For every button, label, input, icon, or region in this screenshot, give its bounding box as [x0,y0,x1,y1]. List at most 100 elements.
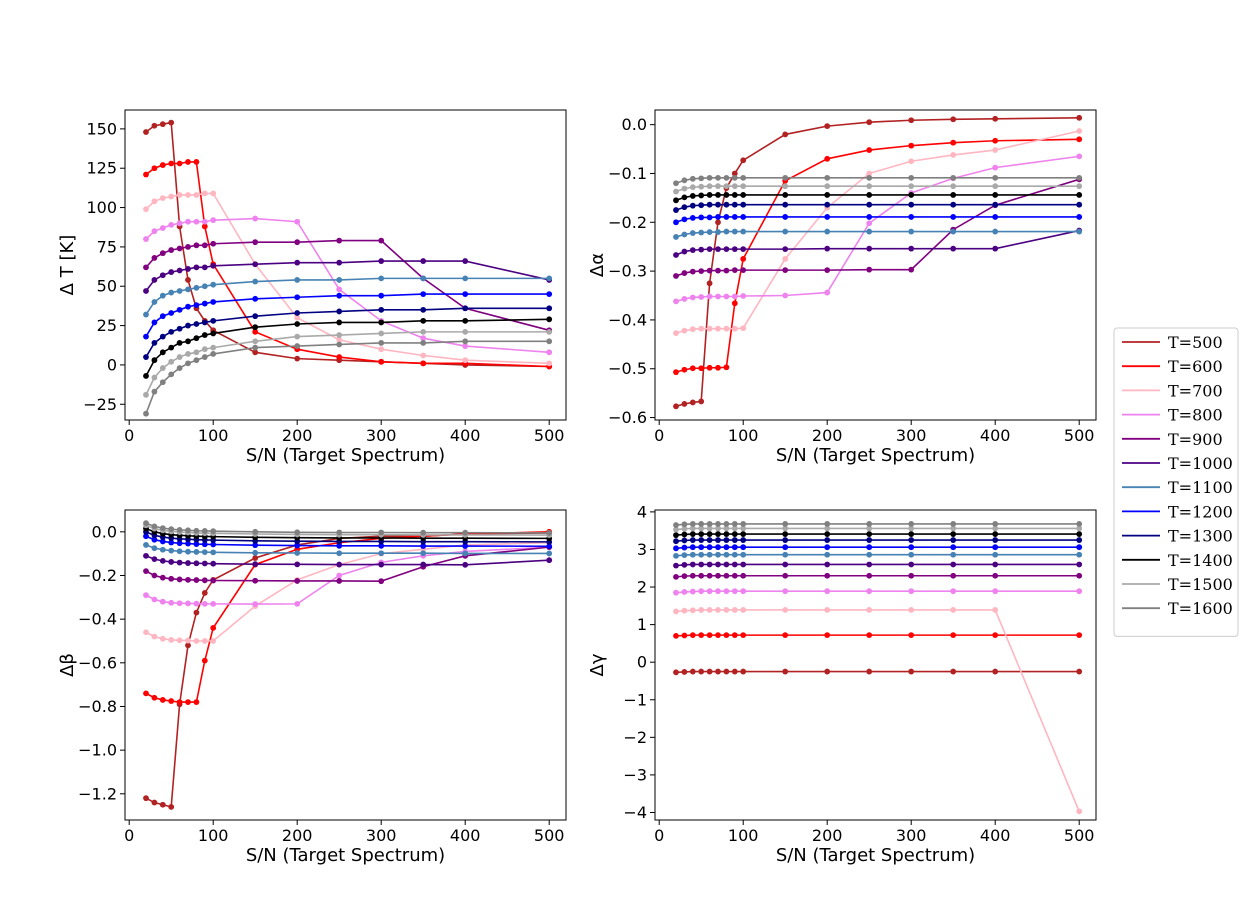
data-point [294,294,301,301]
x-tick-label: 300 [896,426,927,445]
data-point [706,521,713,527]
series-t-600 [673,632,1083,639]
data-point [193,357,200,364]
data-point [866,572,873,579]
series-t-1300 [143,305,553,360]
data-point [378,237,385,244]
data-point [715,521,721,527]
y-tick-label: −3 [623,765,647,784]
data-point [782,292,789,299]
y-tick-label: −0.8 [78,697,117,716]
y-tick-label: −0.6 [78,653,117,672]
data-point [706,214,713,221]
data-point [782,267,789,274]
data-point [673,532,679,539]
x-tick-label: 400 [450,826,481,845]
data-point [824,228,831,235]
data-point [143,236,149,242]
legend-entry: T=600 [1122,357,1223,376]
data-point [294,542,301,549]
data-point [420,550,427,557]
data-point [151,277,158,283]
series-t-800 [143,544,553,607]
data-point [731,607,738,613]
data-point [908,266,915,273]
data-point [176,576,183,583]
data-point [740,561,747,568]
data-point [740,588,747,595]
data-point [168,193,175,200]
data-point [185,548,191,555]
data-point [1076,174,1083,181]
data-point [698,268,705,275]
data-point [689,214,696,221]
data-point [715,537,721,543]
series-line [145,260,550,292]
data-point [252,561,259,568]
data-point [723,201,730,208]
series-line [145,535,550,548]
data-point [715,325,721,332]
data-point [462,328,469,335]
data-point [210,344,217,351]
data-point [866,228,873,235]
data-point [681,537,688,544]
data-point [824,537,831,543]
data-point [193,218,200,225]
delta-t-panel: 0 100 200 300 400 500 −25 0 25 50 75 100 125 150 S/N (… [57,109,567,466]
data-point [866,174,873,181]
data-point [723,521,730,527]
legend: T=500 T=600 T=700 T=800 T=900 T=1000 T=1100 T=1… [1113,327,1239,637]
data-point [740,325,747,332]
legend-entry: T=1200 [1122,502,1233,521]
data-point [143,520,149,526]
data-point [782,561,789,568]
data-point [151,388,158,395]
data-point [168,526,175,533]
data-point [673,545,679,552]
data-point [159,225,166,231]
data-point [715,229,721,235]
x-tick-label: 500 [1064,426,1095,445]
data-point [336,259,343,266]
data-point [715,561,721,568]
data-point [782,246,789,253]
legend-label: T=1100 [1168,478,1233,497]
plot-frame [654,109,1097,421]
data-point [731,551,738,558]
legend-label: T=700 [1168,381,1223,400]
data-point [185,159,191,165]
data-point [866,214,873,220]
x-tick-label: 200 [812,426,843,445]
data-point [176,288,183,294]
y-tick-label: 50 [97,277,117,296]
data-point [673,188,679,195]
data-point [1076,531,1083,537]
data-point [824,123,831,130]
series-line [675,229,1080,256]
data-point [681,270,688,276]
x-tick-label: 0 [124,826,134,845]
data-point [824,245,831,252]
data-point [143,206,149,213]
data-point [336,529,343,536]
data-point [689,326,696,333]
legend-label: T=800 [1168,406,1223,425]
data-point [824,174,831,181]
series-t-1600 [143,338,553,417]
series-t-900 [673,176,1083,279]
series-line [675,130,1080,334]
series-line [675,523,1080,526]
data-point [715,201,721,208]
data-point [143,795,149,802]
data-point [681,552,688,558]
y-tick-label: 2 [637,578,647,597]
x-tick-label: 0 [124,426,134,445]
data-point [176,220,183,227]
y-tick-label: 1 [637,615,647,634]
series-t-1500 [143,328,553,398]
series-line [145,524,550,536]
data-point [546,557,553,564]
series-t-1000 [143,258,553,294]
data-point [824,214,831,220]
